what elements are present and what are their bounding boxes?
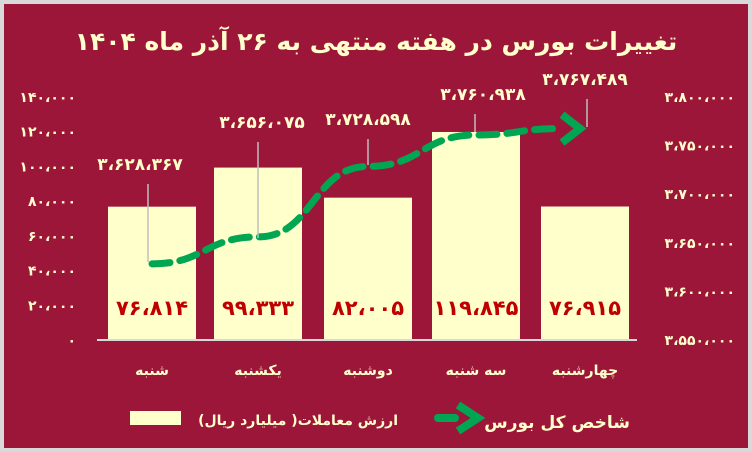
legend-arrow-icon [455,401,486,435]
legend-label-line: شاخص کل بورس [484,413,630,433]
legend-swatch-bar [130,411,181,425]
bar-data-label: ۱۱۹،۸۴۵ [434,296,519,320]
left-axis-tick-label: ۱۲۰،۰۰۰ [19,125,76,141]
left-axis-tick-label: ۸۰،۰۰۰ [28,194,76,210]
line-data-label: ۳،۶۵۶،۰۷۵ [219,113,305,133]
right-axis-tick-label: ۳،۵۵۰،۰۰۰ [665,333,735,349]
right-axis-tick-label: ۳،۷۵۰،۰۰۰ [665,139,735,155]
right-axis-tick-label: ۳،۶۰۰،۰۰۰ [665,284,735,300]
category-label: شنبه [135,363,169,379]
bar-data-label: ۷۶،۹۱۵ [549,296,621,320]
category-label: چهارشنبه [552,363,618,379]
left-axis-tick-label: ۱۴۰،۰۰۰ [19,90,76,106]
right-axis-tick-label: ۳،۸۰۰،۰۰۰ [665,90,735,106]
left-axis-tick-label: ۴۰،۰۰۰ [28,264,76,280]
line-data-label: ۳،۷۲۸،۵۹۸ [325,110,411,130]
legend: ارزش معاملات( میلیارد ریال) شاخص کل بورس [130,401,630,435]
legend-label-bar: ارزش معاملات( میلیارد ریال) [198,413,398,429]
category-label: سه شنبه [446,363,507,379]
line-data-label: ۳،۷۶۷،۴۸۹ [542,70,628,90]
bar-data-label: ۹۹،۳۳۳ [222,296,294,320]
bar-data-label: ۸۲،۰۰۵ [332,296,404,320]
left-axis-tick-label: ۰ [67,333,76,349]
right-axis-tick-label: ۳،۷۰۰،۰۰۰ [665,187,735,203]
bar-data-label: ۷۶،۸۱۴ [116,296,188,320]
left-axis-tick-label: ۱۰۰،۰۰۰ [19,159,76,175]
index-line-arrowhead [559,111,587,146]
bar [541,206,629,340]
index-line [148,125,564,268]
left-axis-tick-label: ۲۰،۰۰۰ [28,298,76,314]
category-label: یکشنبه [234,363,282,379]
bar [324,197,412,340]
line-data-label: ۳،۷۶۰،۹۳۸ [440,85,526,105]
right-axis-tick-label: ۳،۶۵۰،۰۰۰ [665,236,735,252]
line-data-label: ۳،۶۲۸،۳۶۷ [97,155,183,175]
category-label: دوشنبه [343,363,393,379]
bar [108,206,196,340]
chart-title: تغییرات بورس در هفته منتهی به ۲۶ آذر ماه… [75,26,678,57]
left-axis-tick-label: ۶۰،۰۰۰ [28,229,76,245]
bar [432,131,520,340]
